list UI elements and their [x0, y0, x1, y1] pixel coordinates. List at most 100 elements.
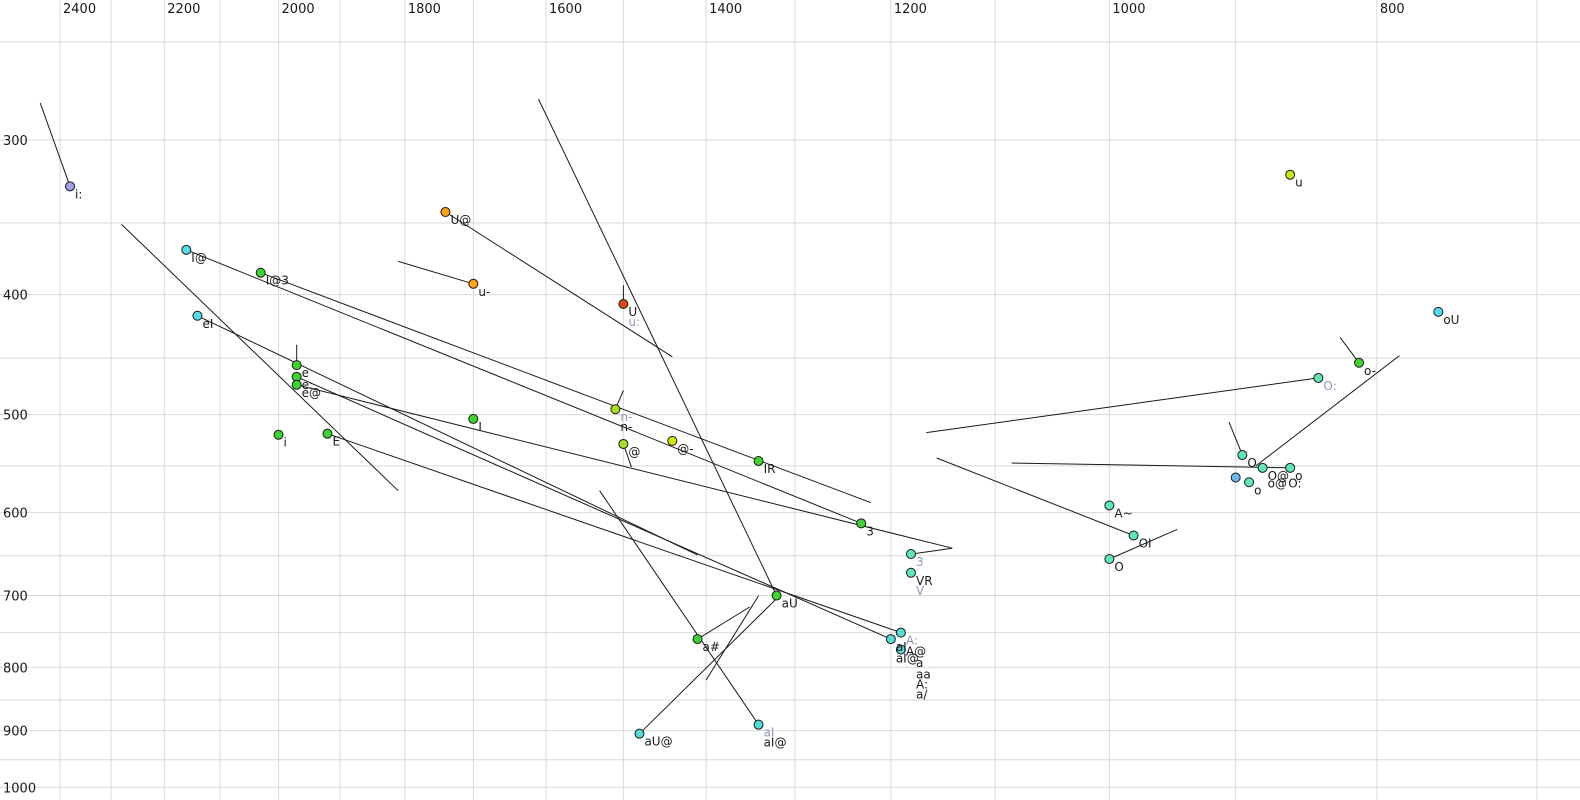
vowel-trajectory [398, 260, 474, 285]
vowel-point[interactable] [895, 644, 906, 655]
x-axis-tick-label: 2200 [167, 2, 200, 17]
vowel-point[interactable] [1285, 169, 1296, 180]
vowel-label: I@3 [266, 274, 289, 288]
vowel-point[interactable] [1128, 530, 1139, 541]
vowel-trajectory [39, 102, 71, 187]
vowel-point[interactable] [468, 278, 479, 289]
vowel-point[interactable] [618, 299, 629, 310]
vowel-point[interactable] [618, 438, 629, 449]
vowel-label: aI@ [896, 651, 919, 665]
vowel-point[interactable] [192, 310, 203, 321]
vowel-point[interactable] [895, 627, 906, 638]
vowel-trajectory [697, 606, 750, 640]
y-axis-tick-label: 400 [3, 289, 28, 304]
vowel-ghost-label: 3 [916, 555, 924, 569]
vowel-label: O [1114, 560, 1123, 574]
vowel-trajectory [599, 490, 760, 725]
vowel-label: A@ [906, 644, 926, 658]
y-axis-tick-label: 500 [3, 409, 28, 424]
vowel-label: i: [75, 187, 82, 201]
y-axis-tick-label: 700 [3, 590, 28, 605]
vowel-point[interactable] [1237, 450, 1248, 461]
x-axis-tick-labels: 2400 2200 2000 1800 1600 1400 1200 1000 800 [63, 2, 1405, 17]
vowel-trajectory-lines [39, 98, 1400, 735]
vowel-ghost-label: u: [628, 315, 640, 329]
vowel-ghost-label: aI [764, 726, 775, 740]
vowel-point[interactable] [1244, 477, 1255, 488]
vowel-point[interactable] [753, 719, 764, 730]
vowel-point[interactable] [65, 181, 76, 192]
vowel-label: e@ [302, 386, 321, 400]
vowel-label: 3 [866, 524, 874, 538]
x-axis-tick-label: 1000 [1112, 2, 1145, 17]
vowel-label: o [1254, 483, 1261, 497]
vowel-label: OI [1139, 536, 1152, 550]
vowel-label: O: [1288, 477, 1301, 491]
vowel-trajectory [121, 224, 399, 492]
vowel-point[interactable] [291, 379, 302, 390]
vowel-point[interactable] [692, 634, 703, 645]
x-axis-tick-label: 2000 [282, 2, 315, 17]
vowel-point[interactable] [1257, 462, 1268, 473]
vowel-trajectory [260, 272, 872, 504]
vowel-label: aU [782, 597, 798, 611]
vowel-ghost-label: n- [620, 410, 632, 424]
vowel-point[interactable] [771, 590, 782, 601]
vowel-point[interactable] [905, 567, 916, 578]
vowel-label: IR [764, 462, 776, 476]
vowel-label: U [628, 305, 637, 319]
vowel-point[interactable] [856, 518, 867, 529]
vowel-label: oU [1443, 313, 1459, 327]
vowel-label: E [332, 435, 340, 449]
y-axis-tick-label: 800 [3, 661, 28, 676]
vowel-point[interactable] [1104, 554, 1115, 565]
vowel-point[interactable] [1433, 306, 1444, 317]
vowel-point[interactable] [322, 428, 333, 439]
vowel-point[interactable] [273, 429, 284, 440]
vowel-label: u [1295, 176, 1303, 190]
vowel-label: i [284, 436, 287, 450]
vowel-trajectory [1339, 337, 1360, 364]
vowel-label: aa [916, 668, 931, 682]
vowel-point[interactable] [905, 549, 916, 560]
vowel-label: @ [628, 445, 640, 459]
vowel-point[interactable] [1230, 472, 1241, 483]
vowel-point[interactable] [181, 244, 192, 255]
vowel-label: a# [703, 640, 720, 654]
vowel-label: o- [1364, 364, 1376, 378]
vowel-point[interactable] [885, 634, 896, 645]
vowel-trajectory [296, 376, 892, 640]
vowel-trajectory [1109, 528, 1178, 560]
vowel-point[interactable] [468, 413, 479, 424]
vowel-point[interactable] [291, 360, 302, 371]
vowel-point[interactable] [610, 404, 621, 415]
vowel-label: o [1295, 469, 1302, 483]
vowel-point[interactable] [1104, 500, 1115, 511]
vowel-label: e [302, 366, 309, 380]
vowel-point[interactable] [634, 728, 645, 739]
vowel-label: I@ [191, 251, 207, 265]
vowel-point[interactable] [667, 435, 678, 446]
vowel-point[interactable] [1313, 372, 1324, 383]
vowel-point[interactable] [1285, 462, 1296, 473]
vowel-point[interactable] [255, 267, 266, 278]
x-axis-tick-label: 1800 [408, 2, 441, 17]
vowel-trajectory [639, 598, 777, 735]
vowel-label: u- [478, 285, 490, 299]
y-axis-tick-label: 900 [3, 725, 28, 740]
vowel-trajectory [296, 384, 953, 555]
vowel-label: VR [916, 574, 933, 588]
vowel-label: aI@ [764, 736, 787, 750]
vowel-label: e: [302, 378, 313, 392]
vowel-label: n- [620, 420, 632, 434]
vowel-point[interactable] [753, 455, 764, 466]
vowel-point[interactable] [440, 207, 451, 218]
vowel-ghost-label: V [916, 584, 925, 598]
x-axis-tick-label: 1200 [894, 2, 927, 17]
vowel-point[interactable] [1354, 357, 1365, 368]
vowel-trajectory [1228, 421, 1243, 456]
x-axis-tick-label: 1400 [709, 2, 742, 17]
y-axis-tick-label: 1000 [3, 781, 36, 796]
